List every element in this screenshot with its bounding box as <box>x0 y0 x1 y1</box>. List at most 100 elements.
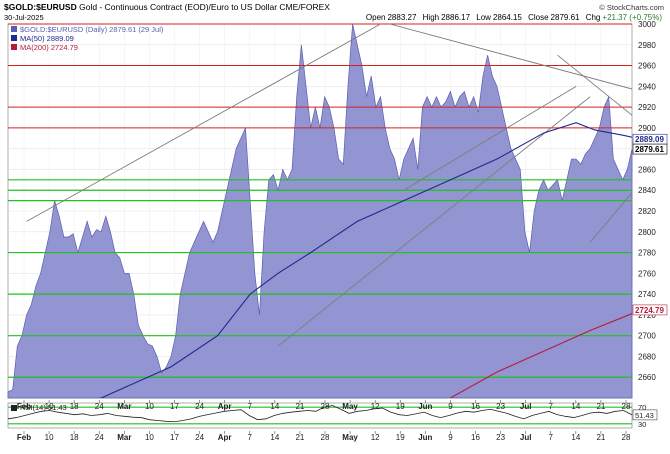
main-x-tick-label: 21 <box>596 402 605 411</box>
main-x-tick-label: Jul <box>520 402 532 411</box>
rsi-x-tick-label: 7 <box>549 433 554 442</box>
low-label: Low <box>476 13 491 22</box>
trendline <box>589 192 632 243</box>
ohlc-readout: Open 2883.27 High 2886.17 Low 2864.15 Close… <box>362 13 662 22</box>
main-x-tick-label: 7 <box>549 402 554 411</box>
rsi-x-tick-label: May <box>342 433 358 442</box>
main-x-tick-label: May <box>342 402 358 411</box>
y-tick-label: 2720 <box>638 311 656 320</box>
ma50-line <box>97 122 632 398</box>
trendline <box>26 24 381 222</box>
high-value: 2886.17 <box>441 13 471 22</box>
main-x-tick-label: Mar <box>117 402 131 411</box>
y-tick-label: 2680 <box>638 352 656 361</box>
trendline <box>277 96 591 347</box>
main-x-tick-label: 14 <box>270 402 279 411</box>
rsi-x-tick-label: 24 <box>95 433 104 442</box>
main-x-tick-label: 21 <box>295 402 304 411</box>
main-x-tick-label: 7 <box>248 402 253 411</box>
symbol-description: Gold - Continuous Contract (EOD)/Euro to… <box>79 2 330 12</box>
main-x-tick-label: 24 <box>95 402 104 411</box>
y-tick-label: 2700 <box>638 332 656 341</box>
main-x-tick-label: 12 <box>371 402 380 411</box>
low-value: 2864.15 <box>492 13 522 22</box>
open-label: Open <box>365 13 386 22</box>
rsi-x-tick-label: 24 <box>195 433 204 442</box>
rsi-x-tick-label: 10 <box>45 433 54 442</box>
legend-price: $GOLD:$EURUSD (Daily) 2879.61 (29 Jul) <box>20 25 164 34</box>
y-tick-label: 2900 <box>638 124 656 133</box>
rsi-x-tick-label: 17 <box>170 433 179 442</box>
rsi-x-tick-label: Feb <box>17 433 31 442</box>
rsi-tick-label: 70 <box>638 403 646 412</box>
ma200-tag-box <box>632 304 668 316</box>
main-x-tick-label: 28 <box>622 402 631 411</box>
main-x-tick-label: 18 <box>70 402 79 411</box>
y-tick-label: 2820 <box>638 207 656 216</box>
main-x-tick-label: 9 <box>448 402 453 411</box>
last-price-tag-box <box>632 143 668 155</box>
y-tick-label: 2660 <box>638 373 656 382</box>
price-area-series <box>7 23 633 399</box>
legend-ma200: MA(200) 2724.79 <box>20 43 78 52</box>
date-label: 30-Jul-2025 <box>4 13 44 22</box>
legend-ma200-swatch <box>11 44 17 50</box>
y-tick-label: 2780 <box>638 249 656 258</box>
rsi-x-tick-label: Apr <box>218 433 232 442</box>
close-value: 2879.61 <box>550 13 580 22</box>
high-label: High <box>422 13 440 22</box>
y-tick-label: 2860 <box>638 165 656 174</box>
main-x-tick-label: 10 <box>45 402 54 411</box>
rsi-line <box>7 405 633 423</box>
rsi-x-tick-label: 23 <box>496 433 505 442</box>
rsi-x-tick-label: 12 <box>371 433 380 442</box>
legend-price-swatch <box>11 26 17 32</box>
copyright-label: © StockCharts.com <box>599 3 664 12</box>
open-value: 2883.27 <box>387 13 417 22</box>
rsi-x-tick-label: 18 <box>70 433 79 442</box>
rsi-value-box <box>632 409 658 421</box>
ma50-tag: 2889.09 <box>632 133 668 145</box>
rsi-x-tick-label: 14 <box>270 433 279 442</box>
rsi-x-tick-label: 9 <box>448 433 453 442</box>
ma200-line <box>450 313 632 398</box>
main-x-tick-label: 23 <box>496 402 505 411</box>
main-x-tick-label: Jun <box>418 402 432 411</box>
rsi-legend-swatch <box>11 405 17 411</box>
rsi-x-tick-label: 16 <box>471 433 480 442</box>
chg-value: +21.37 (+0.75%) <box>602 13 662 22</box>
rsi-x-tick-label: Jun <box>418 433 432 442</box>
main-x-tick-label: Apr <box>218 402 232 411</box>
y-tick-label: 3000 <box>638 20 656 29</box>
main-x-tick-label: 17 <box>170 402 179 411</box>
y-tick-label: 2800 <box>638 228 656 237</box>
trendline <box>389 24 632 90</box>
y-tick-label: 2960 <box>638 62 656 71</box>
legend-ma50-swatch <box>11 35 17 41</box>
main-x-tick-label: 10 <box>145 402 154 411</box>
rsi-x-tick-label: 14 <box>571 433 580 442</box>
trendline <box>557 54 632 116</box>
y-tick-label: 2740 <box>638 290 656 299</box>
chart-title-row: $GOLD:$EURUSD Gold - Continuous Contract… <box>4 2 330 12</box>
ma200-tag-text: 2724.79 <box>635 306 664 315</box>
chg-label: Chg <box>585 13 601 22</box>
rsi-x-tick-label: 21 <box>295 433 304 442</box>
rsi-x-tick-label: 7 <box>248 433 253 442</box>
symbol-label: $GOLD:$EURUSD <box>4 2 77 12</box>
trendline <box>403 85 577 191</box>
last-price-tag: 2879.61 <box>632 143 668 155</box>
rsi-x-tick-label: 28 <box>622 433 631 442</box>
y-tick-label: 2760 <box>638 269 656 278</box>
y-tick-label: 2940 <box>638 82 656 91</box>
rsi-legend: RSI(14) 51.43 <box>20 403 67 412</box>
y-tick-label: 2920 <box>638 103 656 112</box>
ma50-tag-text: 2889.09 <box>635 135 664 144</box>
rsi-x-tick-label: Jul <box>520 433 532 442</box>
main-x-tick-label: 14 <box>571 402 580 411</box>
main-x-tick-label: 28 <box>321 402 330 411</box>
rsi-x-tick-label: Mar <box>117 433 131 442</box>
rsi-x-tick-label: 10 <box>145 433 154 442</box>
rsi-x-tick-label: 28 <box>321 433 330 442</box>
